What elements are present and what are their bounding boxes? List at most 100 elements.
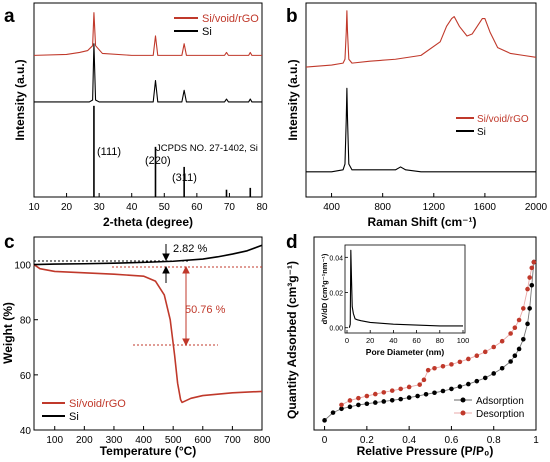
- panel-a-x-ticks: 10 20 30 40 50 60 70 80: [28, 193, 268, 213]
- panel-c-xlabel: Temperature (°C): [100, 444, 197, 458]
- data-point-desorption: [381, 390, 387, 395]
- inset-x-tick-label: 60: [412, 336, 420, 345]
- data-point-desorption: [406, 384, 412, 390]
- panel-d-xlabel: Relative Pressure (P/P₀): [357, 444, 494, 458]
- y-tick-label: 80: [20, 316, 32, 327]
- inset-y-tick-label: 0.00: [329, 326, 343, 333]
- x-tick-label: 0.6: [444, 435, 458, 446]
- data-point-adsorption: [389, 397, 395, 403]
- data-point-desorption: [491, 344, 497, 350]
- data-point-desorption: [339, 402, 344, 408]
- legend-label-si-void-rgo: Si/void/rGO: [477, 114, 529, 125]
- y-tick-label: 40: [20, 426, 32, 437]
- x-tick-label: 800: [254, 435, 271, 446]
- inset-x-tick-label: 40: [389, 336, 397, 345]
- x-tick-label: 2000: [525, 202, 548, 213]
- legend-marker-desorption: [460, 410, 466, 416]
- legend-label-desorption: Desorption: [476, 409, 524, 420]
- panel-d-ylabel: Quantity Adsorbed (cm³g⁻¹): [285, 261, 299, 419]
- x-tick-label: 1200: [423, 202, 446, 213]
- data-point-desorption: [531, 259, 537, 265]
- panel-c-frame: [33, 236, 263, 431]
- series-line-si: [34, 43, 262, 103]
- panel-b: b Intensity (a.u.) Raman Shift (cm⁻¹) 40…: [286, 2, 548, 229]
- x-tick-label: 50: [159, 202, 171, 213]
- panel-b-series: [305, 10, 537, 173]
- data-point-adsorption: [529, 282, 535, 288]
- data-point-desorption: [499, 338, 505, 344]
- annotation-2-82: 2.82 %: [173, 243, 207, 255]
- inset-x-tick-label: 0: [345, 336, 349, 345]
- annotation-111: (111): [97, 146, 121, 158]
- panel-b-x-ticks: 400 800 1200 1600 2000: [323, 193, 548, 213]
- data-point-adsorption: [474, 378, 480, 384]
- inset-y-tick-label: 0.04: [329, 255, 343, 262]
- legend-label-si: Si: [69, 411, 79, 423]
- data-point-desorption: [398, 386, 403, 392]
- data-point-adsorption: [330, 410, 336, 415]
- legend-marker-adsorption: [460, 397, 466, 403]
- data-point-desorption: [432, 365, 437, 371]
- data-point-desorption: [421, 377, 427, 383]
- x-tick-label: 0: [322, 435, 328, 446]
- panel-a-series: [33, 12, 262, 103]
- inset-frame: [344, 244, 466, 334]
- panel-c-x-ticks: 100 200 300 400 500 600 700 800: [46, 426, 271, 446]
- x-tick-label: 400: [323, 202, 340, 213]
- legend-label-si-void-rgo: Si/void/rGO: [69, 398, 126, 410]
- data-point-desorption: [440, 364, 446, 369]
- data-point-adsorption: [347, 404, 353, 410]
- panel-d-frame: [313, 236, 537, 431]
- x-tick-label: 10: [28, 202, 40, 213]
- data-point-adsorption: [415, 393, 420, 399]
- data-point-adsorption: [381, 399, 387, 404]
- data-point-desorption: [417, 382, 423, 387]
- data-point-adsorption: [508, 359, 513, 364]
- data-point-desorption: [389, 388, 395, 393]
- data-point-adsorption: [440, 388, 446, 394]
- data-point-desorption: [474, 353, 480, 358]
- data-point-adsorption: [339, 406, 344, 412]
- data-point-desorption: [482, 349, 488, 355]
- inset: dV/dD (cm³g⁻¹nm⁻¹) Pore Diameter (nm) 0 2…: [320, 244, 469, 357]
- data-point-adsorption: [482, 375, 488, 381]
- data-point-desorption: [466, 356, 471, 362]
- panel-a-letter: a: [4, 6, 15, 27]
- data-point-adsorption: [406, 395, 412, 400]
- panel-a-frame: [33, 2, 263, 198]
- x-tick-label: 0.8: [487, 435, 501, 446]
- x-tick-label: 400: [135, 435, 152, 446]
- panel-c-ylabel: Weight (%): [1, 302, 15, 364]
- panel-b-xlabel: Raman Shift (cm⁻¹): [367, 215, 476, 229]
- y-tick-label: 60: [20, 371, 32, 382]
- data-point-adsorption: [423, 392, 429, 397]
- annotation-220: (220): [145, 155, 171, 167]
- data-point-adsorption: [466, 381, 471, 387]
- legend-label-si-void-rgo: Si/void/rGO: [202, 13, 259, 25]
- data-point-adsorption: [449, 386, 454, 392]
- data-point-adsorption: [512, 353, 518, 358]
- x-tick-label: 40: [126, 202, 138, 213]
- panel-c: c Weight (%) Temperature (°C) 100 200 300 4…: [1, 232, 271, 458]
- data-point-desorption: [449, 362, 454, 367]
- panel-a-reference-sticks: [93, 105, 252, 197]
- legend-label-si: Si: [477, 127, 486, 138]
- panel-d: d Quantity Adsorbed (cm³g⁻¹) Relative Pr…: [285, 232, 539, 458]
- data-point-desorption: [516, 317, 522, 323]
- data-point-adsorption: [525, 321, 530, 327]
- data-point-desorption: [529, 265, 535, 271]
- inset-y-tick-label: 0.02: [329, 291, 343, 298]
- data-point-desorption: [521, 306, 526, 311]
- arrow-2-82: [162, 244, 170, 283]
- inset-pore-distribution-line: [348, 249, 463, 328]
- x-tick-label: 200: [76, 435, 93, 446]
- data-point-adsorption: [527, 306, 532, 311]
- x-tick-label: 0.2: [360, 435, 374, 446]
- data-point-adsorption: [364, 401, 370, 407]
- inset-ticks: 0 20 40 60 80 100 0.00 0.02 0.04: [329, 255, 469, 345]
- x-tick-label: 80: [256, 202, 268, 213]
- data-point-desorption: [508, 331, 513, 336]
- annotation-311: (311): [172, 172, 197, 184]
- series-line-si-void-rgo: [33, 263, 263, 404]
- legend-label-adsorption: Adsorption: [476, 396, 524, 407]
